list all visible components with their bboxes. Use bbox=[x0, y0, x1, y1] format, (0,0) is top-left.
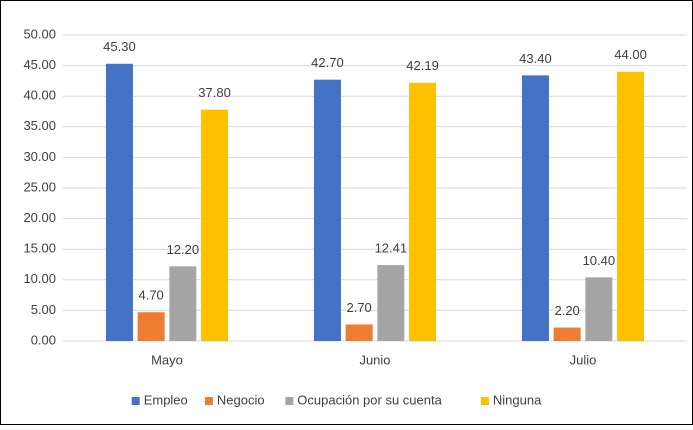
legend-swatch bbox=[480, 397, 489, 405]
bar bbox=[169, 266, 197, 341]
value-label: 12.41 bbox=[375, 240, 408, 255]
bar bbox=[409, 82, 437, 341]
legend-label: Ninguna bbox=[493, 392, 542, 407]
bar bbox=[137, 312, 165, 341]
bar bbox=[201, 109, 229, 341]
y-tick-label: 10.00 bbox=[23, 271, 56, 286]
legend-swatch bbox=[131, 397, 140, 405]
y-tick-label: 40.00 bbox=[23, 88, 56, 103]
value-label: 44.00 bbox=[614, 47, 647, 62]
legend-swatch bbox=[285, 397, 294, 405]
y-tick-label: 0.00 bbox=[31, 332, 56, 347]
value-label: 4.70 bbox=[138, 288, 163, 303]
legend-label: Ocupación por su cuenta bbox=[297, 392, 442, 407]
bar bbox=[313, 79, 341, 342]
y-tick-label: 20.00 bbox=[23, 210, 56, 225]
bar bbox=[617, 71, 645, 341]
value-label: 2.70 bbox=[346, 300, 371, 315]
value-label: 2.20 bbox=[554, 303, 579, 318]
value-label: 37.80 bbox=[198, 85, 231, 100]
value-label: 10.40 bbox=[583, 253, 616, 268]
y-tick-label: 50.00 bbox=[23, 26, 56, 41]
x-tick-label: Julio bbox=[570, 352, 597, 367]
y-tick-label: 15.00 bbox=[23, 241, 56, 256]
legend-label: Empleo bbox=[144, 392, 188, 407]
x-tick-label: Mayo bbox=[151, 352, 183, 367]
bar bbox=[377, 265, 405, 341]
legend-swatch bbox=[204, 397, 213, 405]
value-label: 43.40 bbox=[519, 51, 552, 66]
value-label: 42.19 bbox=[406, 58, 439, 73]
bar bbox=[553, 327, 581, 341]
bar bbox=[105, 63, 133, 341]
value-label: 42.70 bbox=[311, 55, 344, 70]
bar bbox=[345, 324, 373, 341]
bar bbox=[521, 75, 549, 341]
y-tick-label: 25.00 bbox=[23, 179, 56, 194]
bar bbox=[585, 277, 613, 341]
value-label: 12.20 bbox=[167, 242, 200, 257]
legend-label: Negocio bbox=[217, 392, 265, 407]
y-tick-label: 35.00 bbox=[23, 118, 56, 133]
y-tick-label: 5.00 bbox=[31, 302, 56, 317]
x-tick-label: Junio bbox=[359, 352, 390, 367]
y-tick-label: 30.00 bbox=[23, 149, 56, 164]
value-label: 45.30 bbox=[103, 39, 136, 54]
y-tick-label: 45.00 bbox=[23, 57, 56, 72]
